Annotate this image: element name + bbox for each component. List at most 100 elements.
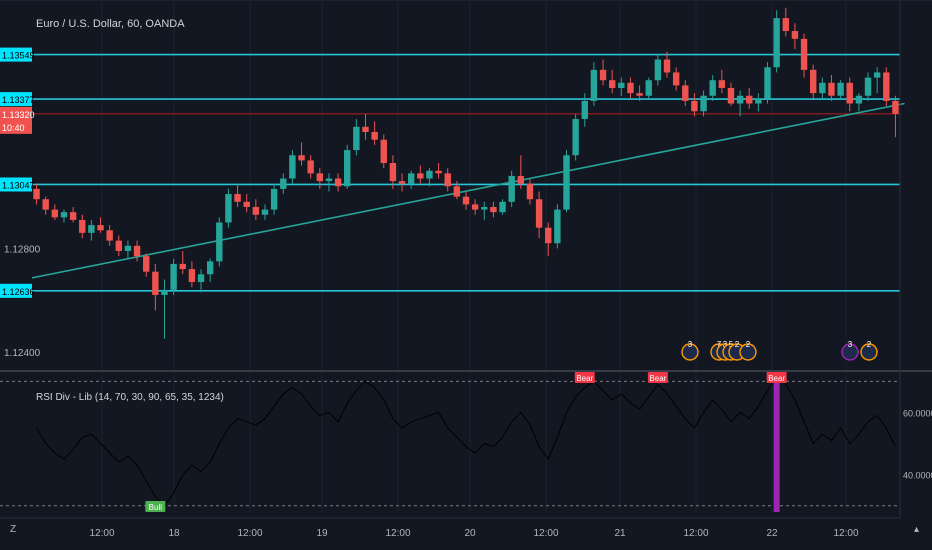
candle-body [398, 181, 406, 184]
signal-box [647, 372, 668, 383]
candle [426, 168, 433, 187]
candle [819, 77, 826, 99]
candle [645, 77, 652, 99]
candle [471, 199, 479, 215]
price-tag-text: 10:40 [2, 123, 25, 133]
candle [444, 168, 451, 192]
candle [453, 181, 461, 200]
candle-body [727, 87, 735, 104]
settings-icon[interactable]: ▴ [914, 524, 919, 535]
calendar-event-icon[interactable]: 2 [739, 340, 757, 361]
candle [727, 82, 735, 107]
candle [371, 121, 378, 145]
candle [42, 196, 49, 215]
pane-separator [0, 370, 932, 372]
calendar-event-icon[interactable]: 3 [841, 340, 859, 361]
candle [654, 54, 662, 86]
candle-body [426, 170, 433, 179]
event-count: 3 [723, 340, 728, 349]
candle-body [873, 72, 881, 78]
candle-body [60, 212, 68, 218]
bear-signal-label: Bear [647, 372, 668, 383]
candle [79, 214, 86, 239]
price-tag-text: 1.12636 [2, 287, 35, 297]
bear-signal-label: Bear [574, 372, 595, 383]
candle [554, 204, 561, 249]
candle [252, 199, 260, 220]
candle [243, 194, 250, 213]
candle-body [855, 95, 863, 104]
calendar-event-icon[interactable]: 3 [681, 340, 699, 361]
signal-box [766, 372, 787, 383]
candle [389, 155, 397, 189]
candle [33, 183, 40, 205]
candle-body [791, 31, 799, 39]
candle [627, 77, 634, 99]
candle-body [663, 59, 671, 73]
signal-box [574, 372, 595, 383]
candle-body [280, 178, 287, 189]
candle-body [371, 131, 378, 140]
candle [60, 209, 68, 223]
price-tag-box [0, 47, 32, 62]
candle-body [143, 256, 150, 272]
candle [97, 217, 104, 233]
candle [526, 178, 534, 205]
price-tag-level: 1.12636 [0, 283, 35, 298]
candle [736, 90, 744, 117]
candle [133, 240, 141, 262]
event-count: 5 [729, 340, 734, 349]
candle [517, 155, 525, 189]
candle-body [407, 173, 415, 184]
candle [462, 191, 470, 210]
trendline[interactable] [31, 102, 905, 279]
candle [225, 188, 232, 228]
candle-body [581, 100, 588, 120]
event-circle [739, 343, 757, 361]
candle [663, 51, 671, 78]
candle-body [773, 18, 780, 68]
candle-body [133, 245, 141, 257]
candle [700, 90, 707, 117]
trendline-segment[interactable] [31, 102, 905, 279]
time-tick-label: 22 [766, 528, 778, 539]
candle-body [672, 72, 680, 86]
candle-body [380, 139, 387, 164]
indicator-title: RSI Div - Lib (14, 70, 30, 90, 65, 35, 1… [36, 392, 224, 403]
candle-body [97, 225, 104, 231]
price-tick-label: 1.12400 [4, 348, 41, 359]
event-count: 7 [717, 340, 722, 349]
candle-body [764, 67, 771, 99]
candle [572, 113, 579, 161]
candle [106, 225, 113, 246]
bear-signal-label: Bear [766, 372, 787, 383]
price-tag-level: 1.13047 [0, 177, 35, 192]
candle [115, 235, 122, 257]
candle [746, 87, 753, 109]
candle [325, 173, 333, 192]
candle-body [590, 69, 598, 101]
candle-body [389, 163, 397, 182]
signal-text: Bear [768, 374, 785, 383]
candle [380, 134, 387, 169]
grid [101, 0, 847, 512]
zoom-icon[interactable]: Z [10, 524, 16, 535]
candle-body [69, 212, 77, 220]
candle [234, 183, 241, 207]
candle-body [554, 209, 561, 244]
candle [280, 173, 287, 195]
candle [298, 142, 305, 166]
rsi-tick-label: 60.0000 [903, 408, 932, 418]
price-tag-text: 1.13549 [2, 51, 35, 61]
candle-body [88, 225, 95, 233]
rsi-tick-label: 40.0000 [903, 471, 932, 481]
calendar-event-icon[interactable]: 2 [860, 340, 878, 361]
candle [170, 258, 177, 295]
signal-text: Bear [576, 374, 593, 383]
candle [51, 204, 59, 220]
candle [883, 67, 890, 107]
